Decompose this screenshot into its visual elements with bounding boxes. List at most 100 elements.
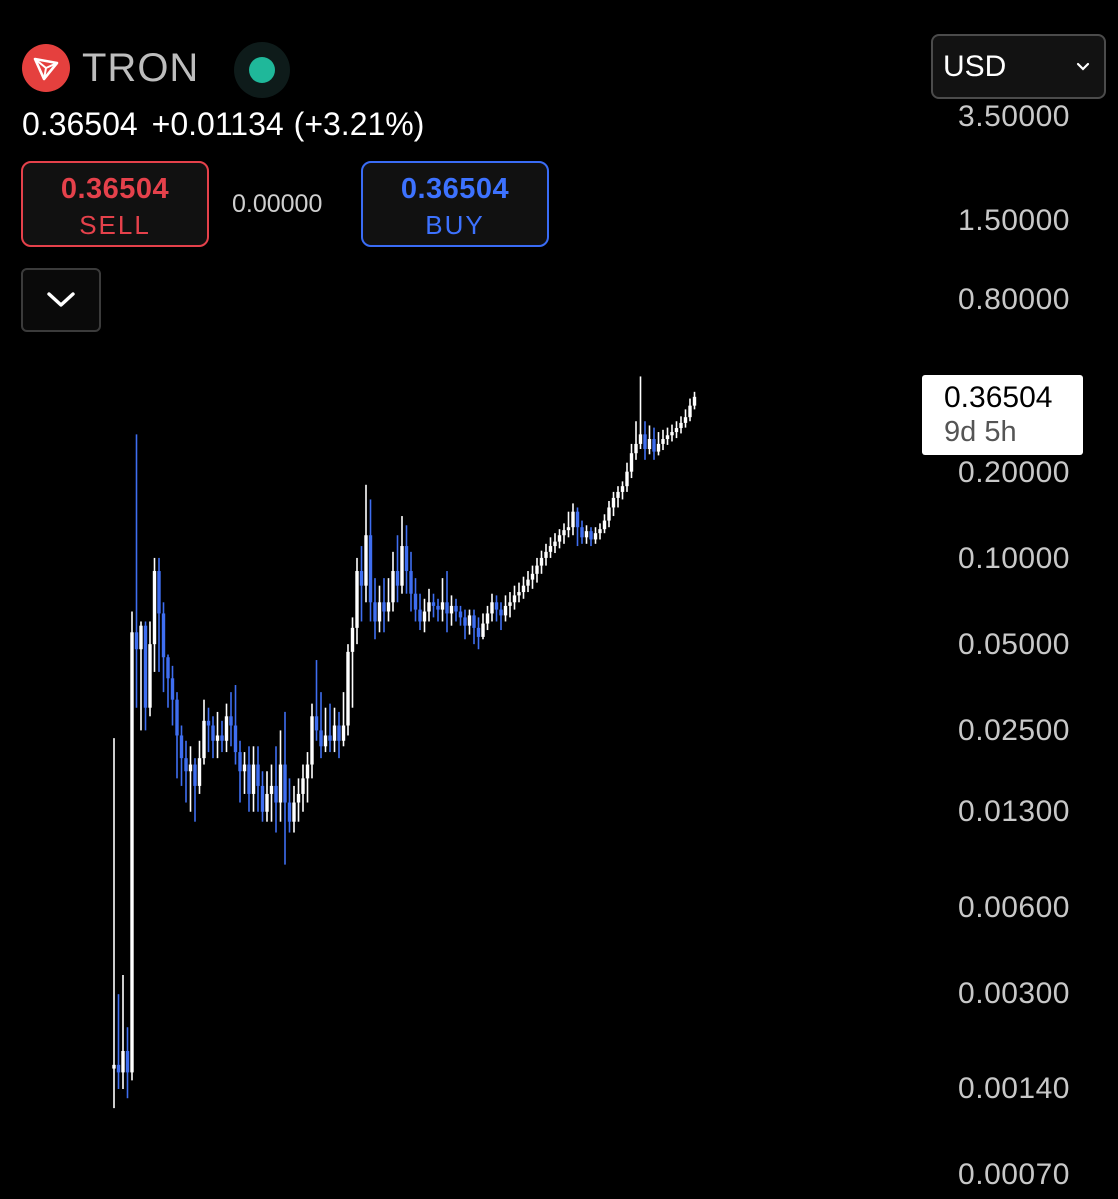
candle	[323, 707, 328, 753]
candle	[283, 711, 287, 865]
candle-body	[301, 778, 305, 794]
y-axis-tick-label: 3.50000	[958, 100, 1070, 133]
candle	[544, 543, 548, 566]
candle	[130, 611, 134, 1081]
candle	[197, 740, 202, 794]
candle-body	[364, 535, 368, 586]
candle-body	[584, 531, 589, 538]
candle	[395, 535, 400, 603]
candle-body	[310, 716, 314, 765]
candle-body	[332, 725, 337, 741]
candle	[602, 514, 607, 534]
candle-body	[265, 793, 269, 812]
candle-body	[661, 439, 665, 444]
spread-value: 0.00000	[232, 190, 323, 218]
collapse-toggle-button[interactable]	[21, 268, 101, 332]
candle	[526, 571, 530, 593]
candle-body	[373, 602, 377, 622]
candle-body	[535, 565, 539, 574]
candle	[170, 665, 175, 726]
candle	[584, 525, 589, 544]
price-tag-value: 0.36504	[944, 381, 1053, 414]
candle	[620, 481, 625, 500]
candle	[661, 429, 665, 451]
candle-body	[247, 764, 251, 794]
candle	[319, 692, 323, 759]
candle	[665, 427, 670, 445]
candle-body	[368, 535, 373, 603]
candle	[391, 551, 395, 612]
candle-body	[566, 527, 571, 531]
candle-body	[197, 758, 202, 786]
buy-button[interactable]: 0.36504 BUY	[361, 161, 549, 247]
candle	[175, 692, 179, 779]
candle-body	[562, 530, 566, 536]
candle	[269, 764, 274, 822]
candle-body	[688, 405, 692, 418]
candle	[355, 557, 359, 645]
candle-body	[674, 428, 679, 433]
candle	[413, 578, 418, 622]
candle-body	[512, 595, 517, 603]
sell-button[interactable]: 0.36504 SELL	[21, 161, 209, 247]
candle-body	[454, 605, 458, 612]
candle	[310, 703, 314, 779]
candle	[314, 660, 319, 741]
candle	[499, 602, 503, 631]
candle	[548, 537, 553, 558]
candle-body	[175, 699, 179, 736]
candle	[148, 621, 152, 717]
candle-body	[508, 602, 512, 606]
y-axis-tick-label: 0.10000	[958, 542, 1070, 575]
candle	[611, 491, 616, 517]
candle-body	[161, 613, 166, 658]
buy-price: 0.36504	[400, 173, 510, 205]
live-status-dot-icon	[234, 42, 290, 98]
asset-header: TRON	[22, 40, 199, 96]
candle	[463, 609, 467, 640]
candle	[350, 617, 355, 708]
candle-body	[251, 764, 256, 794]
candle-body	[625, 471, 629, 487]
candle	[647, 425, 652, 455]
candle	[215, 711, 220, 759]
candle-body	[670, 432, 674, 436]
candle-body	[445, 602, 449, 614]
candle-body	[350, 627, 355, 652]
candle	[404, 525, 409, 594]
y-axis-tick-label: 0.00140	[958, 1072, 1070, 1105]
candle-body	[620, 486, 625, 492]
currency-select[interactable]: USD	[931, 34, 1106, 99]
candle	[539, 550, 544, 574]
candle	[481, 613, 485, 640]
candle-body	[553, 541, 557, 547]
candle-body	[188, 764, 193, 772]
candle	[593, 527, 598, 544]
candle-body	[499, 609, 503, 616]
candle-body	[652, 439, 656, 452]
candle-body	[292, 802, 296, 822]
candle	[643, 421, 647, 460]
candle	[607, 501, 611, 528]
candle	[143, 621, 148, 731]
candle	[512, 585, 517, 610]
last-price: 0.36504	[22, 106, 138, 142]
candle-body	[382, 602, 386, 612]
candle-body	[206, 720, 211, 726]
chevron-down-icon	[1076, 62, 1090, 71]
candle-body	[458, 611, 463, 618]
candle-body	[611, 497, 616, 508]
candle-body	[256, 764, 260, 786]
candle	[188, 746, 193, 812]
candle	[233, 685, 238, 765]
candle-body	[481, 623, 485, 637]
candle-body	[355, 571, 359, 628]
candle-body	[472, 615, 476, 628]
y-axis-tick-label: 0.00600	[958, 891, 1070, 924]
candle-body	[125, 1051, 130, 1073]
candle-body	[179, 735, 184, 759]
candle	[458, 605, 463, 626]
candle-body	[296, 793, 301, 803]
candle-body	[521, 585, 526, 593]
